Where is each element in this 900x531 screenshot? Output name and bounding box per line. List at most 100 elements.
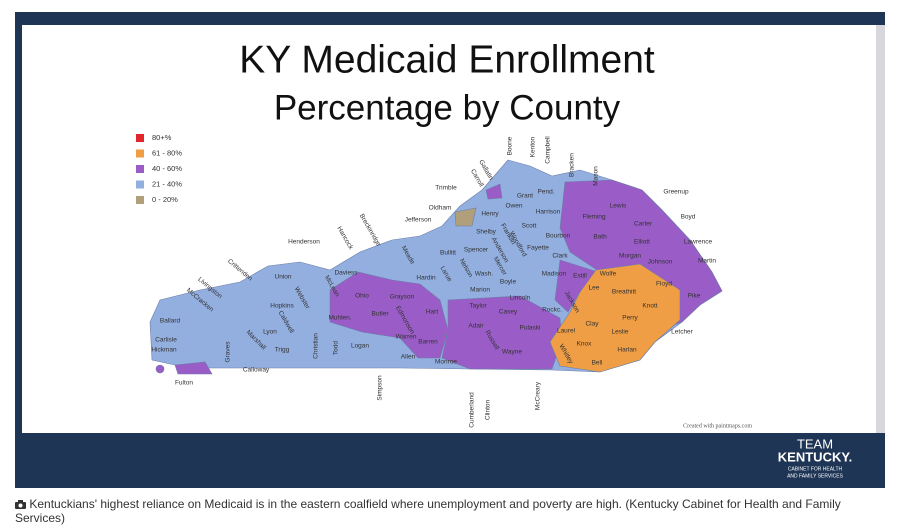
county-label: Owen bbox=[506, 203, 523, 210]
county-label: Harrison bbox=[536, 209, 561, 216]
county-label: Pulaski bbox=[520, 325, 541, 332]
legend-label: 21 - 40% bbox=[152, 179, 182, 188]
legend-label: 40 - 60% bbox=[152, 164, 182, 173]
county-label: Ohio bbox=[355, 293, 369, 300]
county-label: Hickman bbox=[151, 347, 177, 354]
county-label: Boone bbox=[507, 136, 514, 155]
county-label: Letcher bbox=[671, 329, 694, 336]
title: KY Medicaid Enrollment bbox=[239, 38, 655, 81]
county-label: Simpson bbox=[377, 375, 384, 401]
county-label: Grayson bbox=[390, 294, 415, 301]
county-label: Muhlen. bbox=[328, 315, 351, 322]
county-label: Lee bbox=[589, 285, 600, 292]
county-label: Lawrence bbox=[684, 239, 713, 246]
county-label: Barren bbox=[418, 339, 438, 346]
county-label: Clay bbox=[585, 321, 599, 328]
legend: 80+% 61 - 80% 40 - 60% 21 - 40% 0 - 20% bbox=[136, 133, 182, 204]
county-label: Monroe bbox=[435, 359, 457, 366]
county-label: Carlisle bbox=[155, 337, 177, 344]
county-label: Knott bbox=[642, 303, 657, 310]
county-label: Pend. bbox=[538, 189, 555, 196]
county-label: Breathitt bbox=[612, 289, 636, 296]
county-label: Fulton bbox=[175, 380, 193, 387]
county-label: Fayette bbox=[527, 245, 549, 252]
region bbox=[485, 183, 503, 200]
county-label: Morgan bbox=[619, 253, 641, 260]
county-label: Perry bbox=[622, 315, 638, 322]
county-label: Logan bbox=[351, 343, 369, 350]
county-label: Knox bbox=[577, 341, 593, 348]
logo-agency: AND FAMILY SERVICES bbox=[787, 473, 844, 479]
county-label: McCreary bbox=[535, 381, 542, 410]
county-label: Lewis bbox=[610, 203, 627, 210]
county-label: Bourbon bbox=[546, 233, 571, 240]
county-label: Taylor bbox=[469, 303, 487, 310]
county-label: Floyd bbox=[656, 281, 672, 288]
slide: KY Medicaid Enrollment Percentage by Cou… bbox=[15, 12, 885, 488]
credit: Created with paintmaps.com bbox=[683, 423, 752, 429]
county-label: Spencer bbox=[464, 247, 489, 254]
county-label: Wash. bbox=[475, 271, 493, 278]
county-label: Trigg bbox=[275, 347, 290, 354]
county-label: Leslie bbox=[612, 329, 629, 336]
county-label: Ballard bbox=[160, 318, 181, 325]
county-label: Cumberland bbox=[469, 392, 476, 428]
region bbox=[554, 259, 599, 313]
region bbox=[329, 271, 449, 359]
county-label: Allen bbox=[401, 354, 416, 361]
slide-edge bbox=[876, 25, 885, 433]
county-label: Bath bbox=[593, 234, 607, 241]
county-label: Clark bbox=[552, 253, 568, 260]
county-label: Rockc. bbox=[542, 307, 562, 314]
county-label: Hopkins bbox=[270, 303, 294, 310]
county-label: Harlan bbox=[617, 347, 637, 354]
county-label: Laurel bbox=[557, 328, 576, 335]
county-label: Greenup bbox=[663, 189, 689, 196]
county-label: Shelby bbox=[476, 229, 497, 236]
county-label: Christian bbox=[313, 333, 320, 359]
logo-state: KENTUCKY. bbox=[778, 449, 852, 464]
county-label: Trimble bbox=[435, 185, 457, 192]
county-label: Boyle bbox=[500, 279, 517, 286]
county-label: Calloway bbox=[243, 367, 270, 374]
county-label: Todd bbox=[333, 341, 340, 355]
county-label: Mason bbox=[593, 166, 600, 186]
county-label: Butler bbox=[372, 311, 390, 318]
county-label: Johnson bbox=[648, 259, 673, 266]
caption: Kentuckians' highest reliance on Medicai… bbox=[15, 497, 875, 525]
region bbox=[454, 207, 477, 227]
logo-agency: CABINET FOR HEALTH bbox=[788, 466, 843, 472]
county-label: Jefferson bbox=[405, 217, 432, 224]
legend-swatch bbox=[136, 149, 144, 158]
legend-swatch bbox=[136, 165, 144, 173]
county-label: Boyd bbox=[681, 214, 696, 221]
county-label: Daviess bbox=[334, 270, 358, 277]
county-label: Lyon bbox=[263, 329, 277, 336]
county-label: Wolfe bbox=[600, 271, 617, 278]
county-label: Hart bbox=[426, 309, 438, 316]
legend-swatch bbox=[136, 134, 144, 142]
county-label: Henry bbox=[481, 211, 499, 218]
legend-swatch bbox=[136, 180, 144, 189]
county-label: Carter bbox=[634, 221, 653, 228]
county-label: Campbell bbox=[545, 136, 552, 164]
region bbox=[174, 361, 213, 375]
county-label: Estill bbox=[573, 273, 587, 280]
logo-team: TEAM bbox=[797, 436, 833, 451]
camera-icon bbox=[15, 500, 26, 509]
legend-label: 80+% bbox=[152, 133, 172, 142]
county-label: Marion bbox=[470, 287, 490, 294]
legend-swatch bbox=[136, 196, 144, 204]
county-label: Elliott bbox=[634, 239, 650, 246]
county-label: Clinton bbox=[485, 399, 492, 420]
county-label: Henderson bbox=[288, 239, 320, 246]
county-label: Bell bbox=[592, 360, 603, 367]
county-label: Casey bbox=[499, 309, 518, 316]
legend-label: 0 - 20% bbox=[152, 195, 178, 204]
county-label: Wayne bbox=[502, 349, 522, 356]
county-label: Lincoln bbox=[510, 295, 531, 302]
county-label: Union bbox=[275, 274, 292, 281]
region bbox=[441, 295, 563, 370]
county-label: Kenton bbox=[530, 136, 537, 157]
region bbox=[549, 263, 681, 373]
